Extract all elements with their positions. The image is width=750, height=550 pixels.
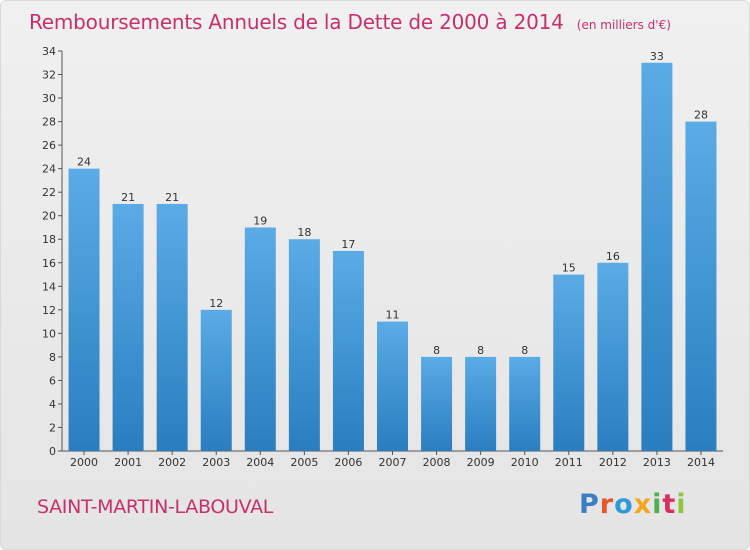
y-tick-label: 6 (49, 374, 56, 387)
chart-title: Remboursements Annuels de la Dette de 20… (29, 10, 564, 34)
data-label: 11 (386, 309, 400, 322)
proxiti-logo[interactable]: Proxiti (579, 489, 687, 520)
x-tick-label: 2011 (555, 456, 583, 469)
y-tick-label: 28 (42, 116, 56, 129)
data-label: 16 (606, 250, 620, 263)
y-tick-label: 20 (42, 210, 56, 223)
bar-2005 (288, 239, 320, 451)
logo-letter: r (599, 489, 615, 520)
y-tick-label: 10 (42, 327, 56, 340)
bar-2001 (112, 203, 144, 451)
chart-bars (68, 62, 717, 452)
x-tick-label: 2006 (334, 456, 362, 469)
logo-letter: i (652, 489, 663, 520)
bar-2009 (465, 356, 497, 451)
data-label: 21 (121, 191, 135, 204)
x-tick-label: 2003 (202, 456, 230, 469)
y-tick-label: 8 (49, 351, 56, 364)
logo-letter: o (614, 489, 634, 520)
x-tick-label: 2001 (114, 456, 142, 469)
chart-subtitle: (en milliers d'€) (576, 18, 671, 32)
y-tick-label: 26 (42, 139, 56, 152)
data-label: 8 (477, 344, 484, 357)
y-tick-label: 12 (42, 304, 56, 317)
data-label: 15 (562, 262, 576, 275)
x-tick-label: 2004 (246, 456, 274, 469)
data-label: 18 (297, 226, 311, 239)
bar-2006 (332, 251, 364, 451)
y-tick-label: 22 (42, 186, 56, 199)
logo-letter: P (579, 489, 600, 520)
x-tick-label: 2014 (687, 456, 715, 469)
data-label: 24 (77, 156, 91, 169)
data-label: 8 (521, 344, 528, 357)
y-tick-label: 16 (42, 257, 56, 270)
data-label: 12 (209, 297, 223, 310)
logo-letter: t (662, 489, 677, 520)
data-label: 8 (433, 344, 440, 357)
data-label: 21 (165, 191, 179, 204)
bar-2007 (377, 321, 408, 451)
data-label: 19 (253, 214, 267, 227)
x-tick-label: 2007 (379, 456, 407, 469)
y-tick-label: 18 (42, 233, 56, 246)
location-name: SAINT-MARTIN-LABOUVAL (37, 496, 274, 518)
bar-2014 (685, 121, 717, 452)
x-tick-label: 2005 (290, 456, 318, 469)
y-tick-label: 2 (49, 421, 56, 434)
bar-2013 (641, 62, 673, 451)
y-tick-label: 24 (42, 163, 56, 176)
y-tick-label: 34 (42, 45, 56, 58)
x-tick-label: 2002 (158, 456, 186, 469)
bar-2002 (156, 203, 188, 451)
bar-2008 (421, 356, 453, 451)
y-tick-label: 14 (42, 280, 56, 293)
y-tick-label: 0 (49, 445, 56, 458)
logo-letter: i (676, 489, 687, 520)
logo-letter: x (633, 489, 653, 520)
x-tick-label: 2008 (423, 456, 451, 469)
bar-2010 (509, 356, 541, 451)
y-tick-label: 4 (49, 398, 56, 411)
y-tick-label: 30 (42, 92, 56, 105)
bar-2004 (244, 227, 276, 451)
bar-2000 (68, 168, 100, 451)
data-label: 33 (650, 50, 664, 63)
data-label: 28 (694, 109, 708, 122)
x-tick-label: 2013 (643, 456, 671, 469)
data-label: 17 (341, 238, 355, 251)
bar-2011 (553, 274, 585, 451)
y-tick-label: 32 (42, 69, 56, 82)
bar-2003 (200, 309, 232, 451)
x-tick-label: 2000 (70, 456, 98, 469)
x-tick-label: 2010 (511, 456, 539, 469)
x-tick-label: 2012 (599, 456, 627, 469)
x-tick-label: 2009 (467, 456, 495, 469)
chart-labels: 2000 24 2001 21 2002 21 2003 12 2004 19 2005 18 2006… (70, 50, 715, 469)
bar-2012 (597, 262, 629, 451)
chart-title-row: Remboursements Annuels de la Dette de 20… (29, 10, 671, 34)
